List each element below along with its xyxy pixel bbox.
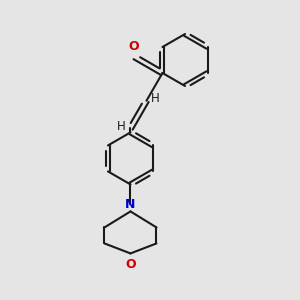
Text: O: O (125, 258, 136, 272)
Text: H: H (117, 120, 126, 133)
Text: O: O (128, 40, 139, 53)
Text: H: H (151, 92, 160, 105)
Text: N: N (125, 198, 136, 211)
